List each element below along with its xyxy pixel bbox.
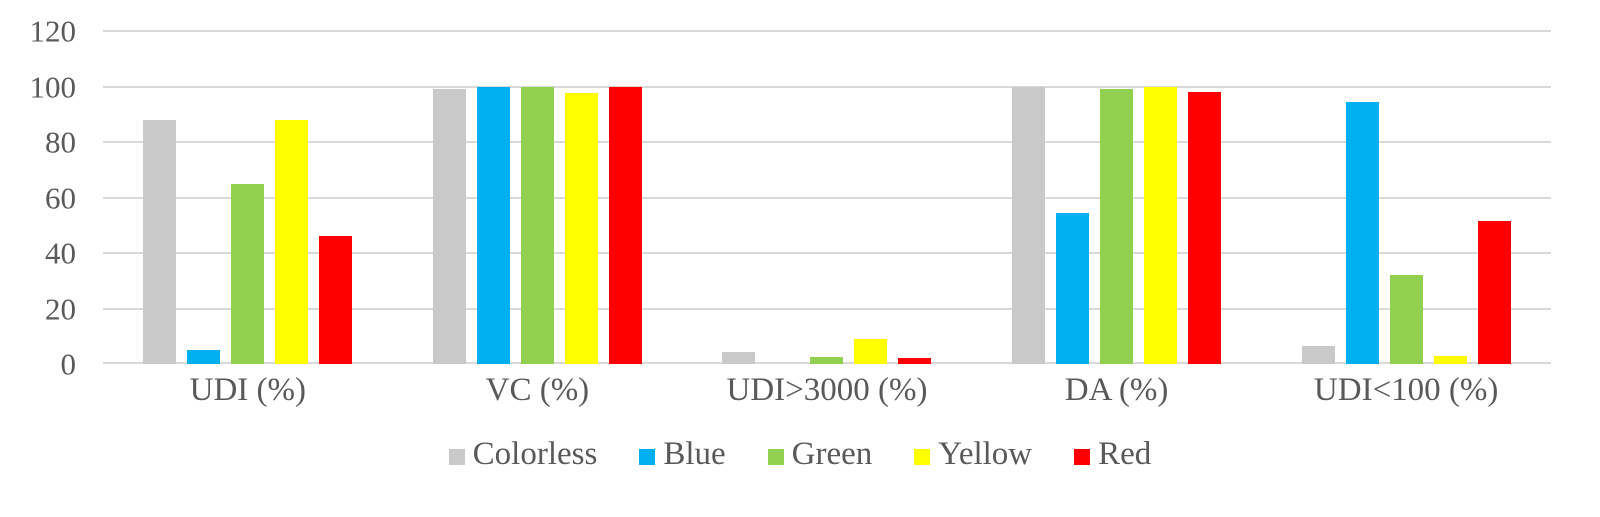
x-axis-category-labels: UDI (%) VC (%) UDI>3000 (%) DA (%) UDI<100 (… xyxy=(103,374,1551,407)
legend-swatch-icon xyxy=(1074,448,1091,465)
bar-red-3 xyxy=(898,358,932,364)
bar-colorless-2 xyxy=(432,89,466,364)
bar-blue-4 xyxy=(1056,212,1090,364)
x-category-label: UDI>3000 (%) xyxy=(726,372,928,408)
plot-area xyxy=(103,30,1551,364)
gridline xyxy=(103,252,1551,254)
bar-green-2 xyxy=(520,86,554,364)
bar-red-4 xyxy=(1188,92,1222,364)
bar-green-1 xyxy=(231,183,265,364)
bar-colorless-1 xyxy=(143,119,177,364)
bar-yellow-5 xyxy=(1433,355,1467,364)
bar-group-1 xyxy=(103,31,393,364)
bar-blue-2 xyxy=(476,86,510,364)
legend: Colorless Blue Green Yellow Red xyxy=(0,438,1600,471)
y-tick-label: 60 xyxy=(45,180,76,215)
y-tick-label: 120 xyxy=(29,13,77,49)
bar-colorless-3 xyxy=(722,351,756,364)
x-category-label: DA (%) xyxy=(1064,372,1169,408)
gridline xyxy=(103,196,1551,199)
y-tick-label: 0 xyxy=(60,346,77,382)
bar-group-3 xyxy=(682,31,972,364)
bar-blue-5 xyxy=(1345,101,1379,364)
bar-yellow-3 xyxy=(854,339,888,364)
legend-swatch-icon xyxy=(639,448,656,465)
bar-red-2 xyxy=(608,86,642,364)
bar-yellow-4 xyxy=(1144,86,1178,364)
gridline xyxy=(103,30,1551,32)
legend-item-label: Colorless xyxy=(472,436,598,472)
bar-green-3 xyxy=(810,357,844,364)
legend-item-label: Red xyxy=(1098,436,1152,472)
legend-item-yellow: Yellow xyxy=(914,438,1032,471)
x-category-label: VC (%) xyxy=(485,372,590,408)
bar-yellow-2 xyxy=(564,93,598,364)
legend-item-label: Blue xyxy=(663,436,726,472)
x-category-label: UDI (%) xyxy=(189,372,306,408)
bar-group-2 xyxy=(393,31,683,364)
bar-red-5 xyxy=(1477,221,1511,364)
legend-item-colorless: Colorless xyxy=(448,436,598,472)
legend-item-red: Red xyxy=(1074,438,1151,471)
bar-colorless-5 xyxy=(1301,345,1335,364)
bar-green-4 xyxy=(1100,89,1134,364)
bar-groups-layer xyxy=(103,31,1551,364)
gridline xyxy=(103,307,1551,310)
legend-item-label: Yellow xyxy=(938,436,1033,472)
legend-item-label: Green xyxy=(791,436,873,472)
y-tick-label: 40 xyxy=(45,235,76,271)
bar-red-1 xyxy=(319,236,353,364)
y-tick-label: 100 xyxy=(29,69,77,104)
bar-blue-1 xyxy=(187,350,221,364)
bar-group-4 xyxy=(972,31,1262,364)
legend-swatch-icon xyxy=(448,448,465,465)
bar-green-5 xyxy=(1389,275,1423,364)
bar-group-5 xyxy=(1261,31,1551,364)
legend-item-blue: Blue xyxy=(639,436,726,472)
x-category-label: UDI<100 (%) xyxy=(1313,372,1499,408)
bar-yellow-1 xyxy=(275,119,309,364)
y-tick-label: 20 xyxy=(45,291,76,326)
gridline xyxy=(103,141,1551,143)
y-tick-label: 80 xyxy=(45,124,76,160)
legend-swatch-icon xyxy=(914,448,931,465)
bar-colorless-4 xyxy=(1012,86,1046,364)
legend-item-green: Green xyxy=(767,436,873,472)
legend-swatch-icon xyxy=(767,448,784,465)
gridline xyxy=(103,85,1551,88)
y-axis-tick-labels: 0 20 40 60 80 100 120 xyxy=(0,16,88,380)
